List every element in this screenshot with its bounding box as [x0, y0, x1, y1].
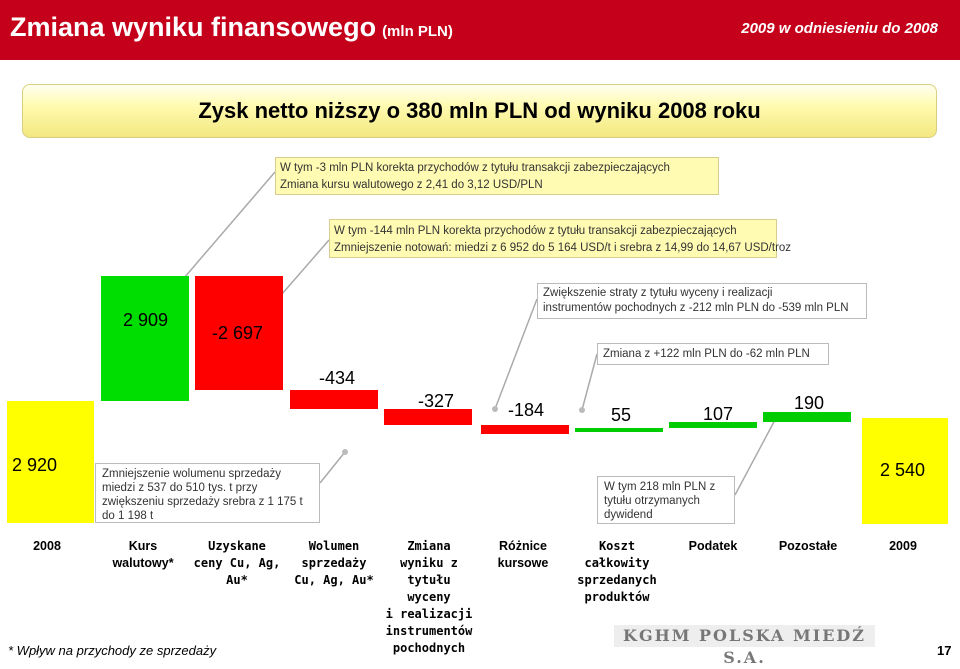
note-ceny-line2: Zmniejszenie notowań: miedzi z 6 952 do … [334, 242, 792, 254]
note-kurs-line1: W tym -3 mln PLN korekta przychodów z ty… [280, 162, 670, 174]
category-kurs: Kurs walutowy* [112, 539, 174, 570]
note-instrumenty: Zwiększenie straty z tytułu wyceny i rea… [537, 283, 867, 319]
value-instrumenty: -327 [418, 391, 455, 411]
bar-podatek [669, 422, 757, 428]
value-wolumen: -434 [319, 368, 356, 388]
bar-pozostale [763, 412, 851, 422]
kghm-logo: KGHM POLSKA MIEDŹ S.A. [614, 625, 875, 667]
category-podatek: Podatek [688, 539, 738, 553]
bar-wolumen [290, 390, 378, 409]
bar-2009 [862, 418, 948, 524]
category-koszt: Koszt całkowity sprzedanych produktów [577, 539, 657, 604]
note-instrumenty-line1: Zwiększenie straty z tytułu wyceny i rea… [543, 287, 773, 299]
category-2009: 2009 [889, 539, 917, 553]
headline-text: Zysk netto niższy o 380 mln PLN od wynik… [198, 98, 761, 123]
bar-2008 [7, 401, 94, 523]
note-instrumenty-line2: instrumentów pochodnych z -212 mln PLN d… [543, 302, 849, 314]
note-wolumen: Zmniejszenie wolumenu sprzedaży miedzi z… [95, 463, 320, 523]
footnote: * Wpływ na przychody ze sprzedaży [8, 643, 217, 658]
unit-label: (mln PLN) [382, 23, 453, 40]
note-ceny-line1: W tym -144 mln PLN korekta przychodów z … [334, 225, 737, 237]
value-podatek: 107 [703, 404, 734, 424]
value-kurs: 2 909 [123, 310, 169, 330]
page-title: Zmiana wyniku finansowego (mln PLN) [10, 12, 453, 42]
category-wolumen: Wolumen sprzedaży Cu, Ag, Au* [294, 539, 374, 587]
category-roznice: Różnice kursowe [497, 539, 549, 570]
note-roznice: Zmiana z +122 mln PLN do -62 mln PLN [597, 343, 829, 365]
headline-banner: Zysk netto niższy o 380 mln PLN od wynik… [22, 84, 937, 138]
bar-koszt [575, 428, 663, 432]
bar-ceny [195, 276, 283, 390]
value-koszt: 55 [611, 405, 632, 425]
category-ceny: Uzyskane ceny Cu, Ag, Au* [193, 539, 281, 587]
note-kurs: W tym -3 mln PLN korekta przychodów z ty… [275, 157, 719, 195]
page-number: 17 [937, 643, 952, 658]
bar-roznice [481, 425, 569, 434]
category-instrumenty: Zmiana wyniku z tytułu wyceny i realizacji i… [385, 539, 473, 655]
value-2008: 2 920 [12, 455, 58, 475]
category-2008: 2008 [33, 539, 61, 553]
header-subtitle: 2009 w odniesieniu do 2008 [741, 20, 938, 37]
value-pozostale: 190 [794, 393, 825, 413]
note-pozostale: W tym 218 mln PLN z tytułu otrzymanych d… [597, 476, 735, 524]
value-roznice: -184 [508, 400, 545, 420]
value-2009: 2 540 [880, 460, 926, 480]
category-pozostale: Pozostałe [778, 539, 838, 553]
header-bar: Zmiana wyniku finansowego (mln PLN) 2009 … [0, 0, 960, 60]
note-ceny: W tym -144 mln PLN korekta przychodów z … [329, 219, 792, 258]
value-ceny: -2 697 [212, 323, 264, 343]
note-kurs-line2: Zmiana kursu walutowego z 2,41 do 3,12 U… [280, 179, 543, 191]
bar-kurs [101, 276, 189, 401]
bar-instrumenty [384, 409, 472, 425]
